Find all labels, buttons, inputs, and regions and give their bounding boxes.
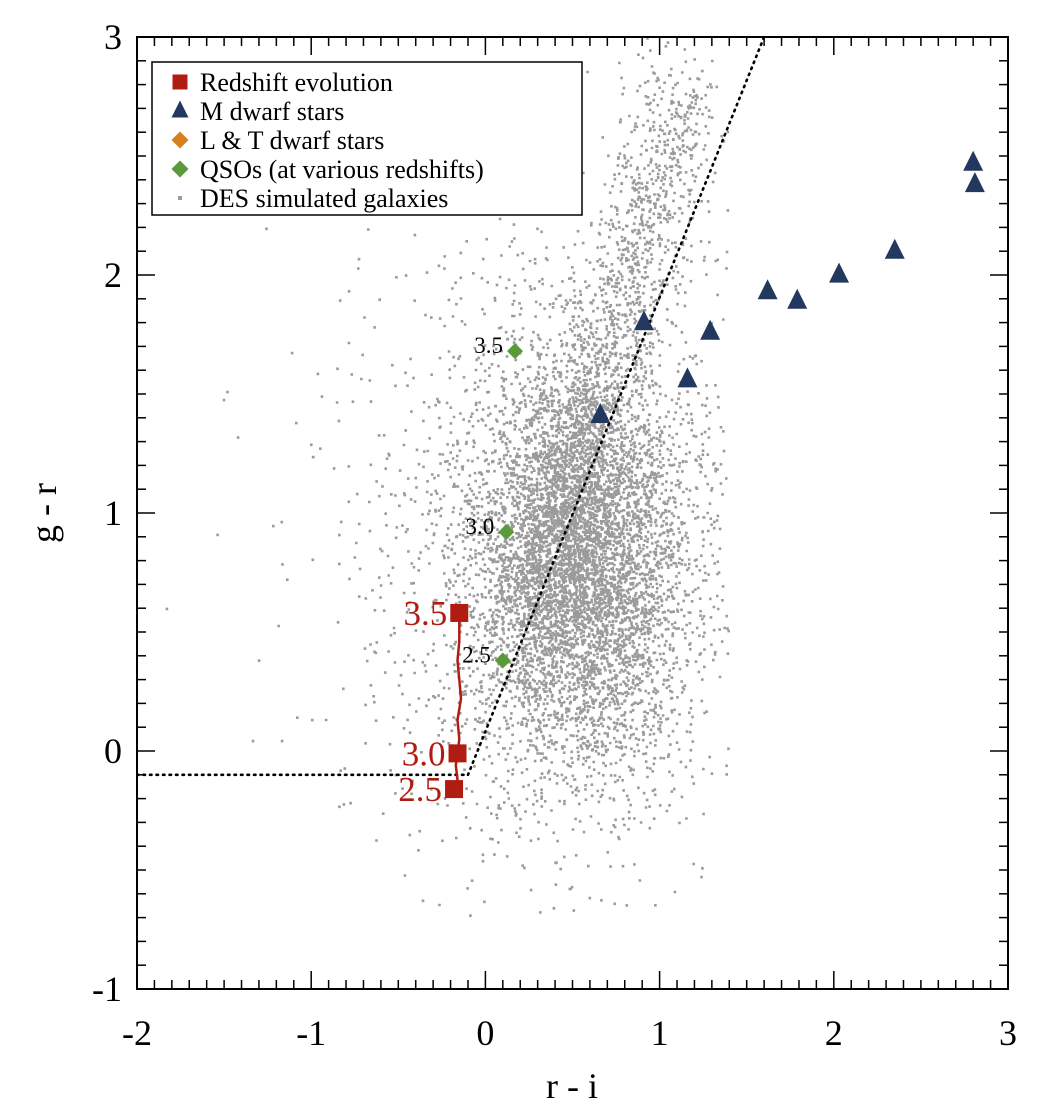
mdwarf-marker-2 [633,310,654,331]
redshift-track-line [452,613,463,790]
y-tick-label: 0 [104,731,122,771]
x-tick-label: -1 [296,1013,326,1053]
legend-marker-4 [171,160,189,178]
legend-marker-3 [171,131,189,149]
redshift-label-2.5: 2.5 [398,770,442,809]
redshift-marker-2.5 [445,780,464,799]
mdwarf-marker-6 [787,288,808,309]
selection-guides [137,37,766,777]
mdwarf-marker-9 [963,150,984,171]
legend-label-2: M dwarf stars [200,97,344,126]
galaxy-points [165,37,731,917]
galaxy-scatter [165,37,731,917]
qso-marker-2.5 [494,652,511,669]
legend-label-5: DES simulated galaxies [200,184,448,213]
redshift-track [452,613,463,790]
legend-marker-5 [178,196,182,200]
y-axis-title: g - r [24,483,64,543]
redshift-label-3.5: 3.5 [404,594,448,633]
selection-diagonal [466,37,766,777]
legend-label-4: QSOs (at various redshifts) [200,155,484,184]
y-tick-label: 3 [104,17,122,57]
y-tick-label: -1 [92,969,122,1009]
mdwarf-marker-1 [590,403,611,424]
mdwarf-marker-4 [700,319,721,340]
qso-label-3.5: 3.5 [474,333,503,358]
mdwarf-marker-10 [964,172,985,193]
qso-label-2.5: 2.5 [462,643,491,668]
y-tick-label: 2 [104,255,122,295]
legend-label-1: Redshift evolution [200,68,393,97]
mdwarf-marker-8 [884,238,905,259]
redshift-marker-3.5 [450,603,469,622]
mdwarf-marker-5 [757,279,778,300]
x-tick-label: 1 [651,1013,669,1053]
data-markers: 2.53.03.52.53.03.5 [398,150,985,809]
mdwarf-marker-7 [829,262,850,283]
mdwarf-marker-3 [677,367,698,388]
x-tick-label: -2 [122,1013,152,1053]
x-tick-label: 0 [476,1013,494,1053]
legend-marker-2 [171,100,189,118]
redshift-marker-3.0 [448,744,467,763]
x-tick-label: 2 [825,1013,843,1053]
redshift-label-3.0: 3.0 [402,734,446,773]
y-tick-label: 1 [104,493,122,533]
legend-marker-1 [172,74,188,90]
qso-marker-3.0 [498,524,515,541]
x-axis-title: r - i [546,1066,598,1106]
qso-marker-3.5 [507,343,524,360]
qso-label-3.0: 3.0 [466,514,495,539]
x-tick-label: 3 [999,1013,1017,1053]
legend-label-3: L & T dwarf stars [200,126,384,155]
legend-box [151,61,583,216]
